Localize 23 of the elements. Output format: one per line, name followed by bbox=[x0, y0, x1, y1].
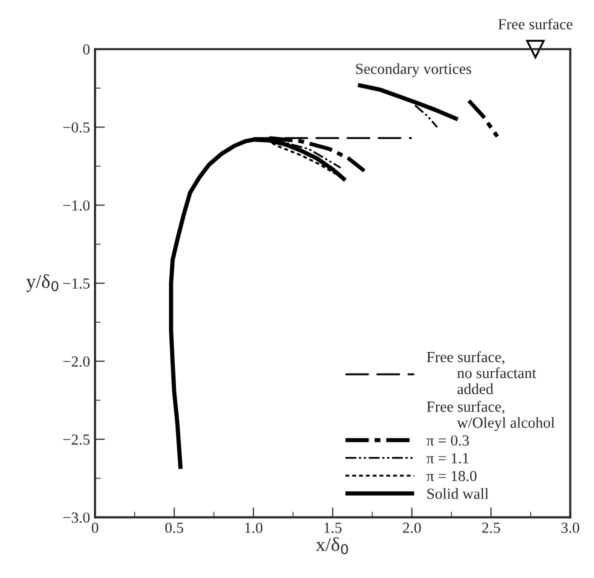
legend-label: Solid wall bbox=[427, 488, 488, 499]
y-tick-label: −3.0 bbox=[63, 512, 90, 523]
legend-label: Free surface, no surfactant added bbox=[426, 351, 536, 394]
legend-label: π = 1.1 bbox=[426, 453, 469, 464]
x-tick-label: 2.5 bbox=[482, 522, 500, 533]
y-tick-label: −1.0 bbox=[63, 200, 90, 211]
x-tick-label: 3.0 bbox=[561, 522, 580, 533]
x-tick-label: 2.0 bbox=[402, 522, 421, 533]
x-tick-label: 0.5 bbox=[165, 522, 184, 533]
y-axis-title: y/δ$_{0}$ bbox=[26, 274, 58, 292]
x-tick-label: 1.0 bbox=[245, 522, 262, 533]
y-tick-label: −0.5 bbox=[63, 122, 90, 133]
x-tick-label: 1.5 bbox=[324, 522, 342, 533]
x-tick-label: 0 bbox=[92, 522, 98, 533]
y-tick-label: −1.5 bbox=[63, 278, 90, 289]
y-tick-label: −2.5 bbox=[63, 434, 90, 445]
legend-label: π = 0.3 bbox=[426, 435, 469, 446]
annotation: Free surface bbox=[498, 18, 572, 30]
legend-label: π = 18.0 bbox=[426, 470, 477, 482]
y-tick-label: −2.0 bbox=[63, 356, 90, 367]
y-tick-label: 0 bbox=[83, 44, 90, 55]
annotation: Secondary vortices bbox=[356, 63, 472, 78]
x-axis-title: x/δ$_{0}$ bbox=[316, 537, 348, 554]
